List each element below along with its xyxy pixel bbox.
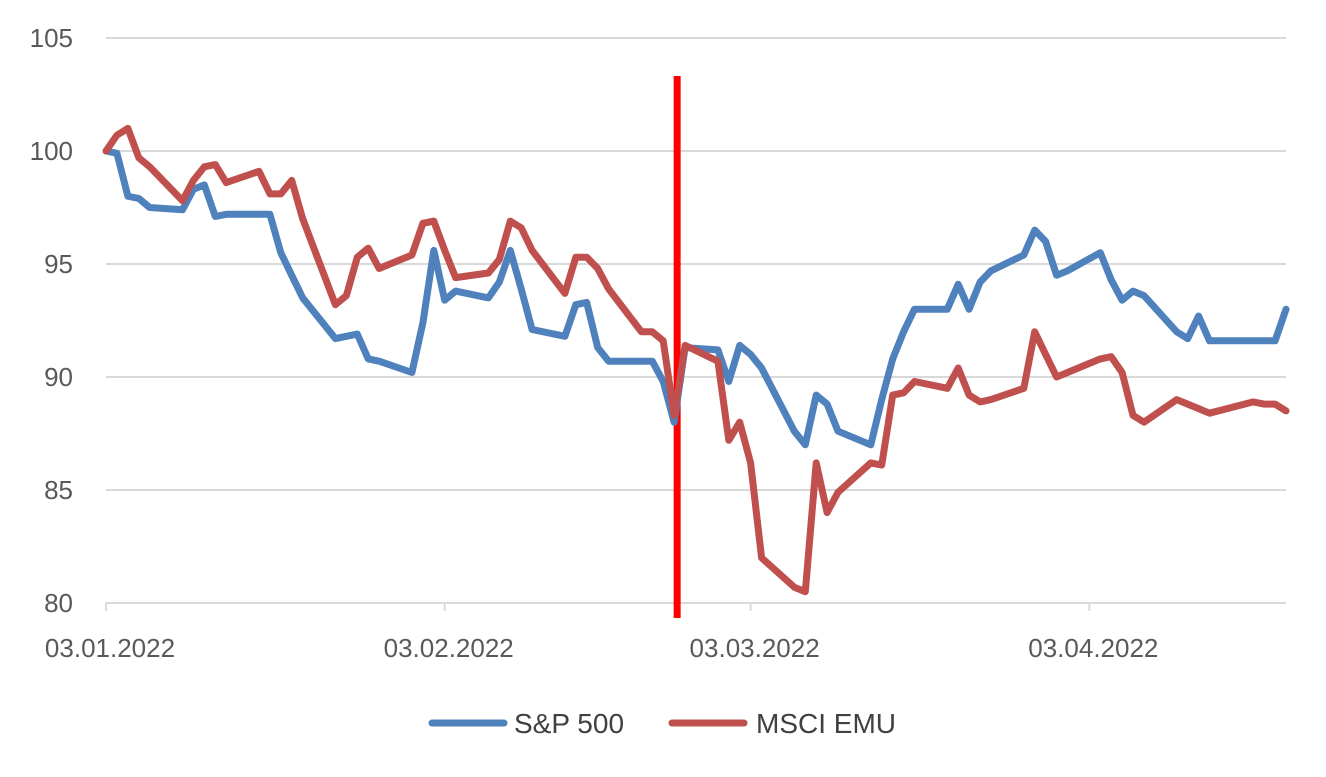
- y-tick-label-85: 85: [44, 475, 73, 505]
- series-line-1: [102, 124, 1290, 596]
- x-axis: 03.01.2022 03.02.2022 03.03.2022 03.04.2022: [45, 602, 1286, 663]
- legend: S&P 500 MSCI EMU: [428, 708, 896, 739]
- plot-area: [102, 124, 1290, 596]
- y-axis: 80 85 90 95 100 105: [30, 23, 73, 618]
- x-tick-label-1: 03.02.2022: [384, 633, 514, 663]
- y-tick-label-80: 80: [44, 588, 73, 618]
- y-tick-label-100: 100: [30, 136, 73, 166]
- x-tick-label-2: 03.03.2022: [690, 633, 820, 663]
- x-tick-label-0: 03.01.2022: [45, 633, 175, 663]
- y-tick-label-105: 105: [30, 23, 73, 53]
- legend-label-0: S&P 500: [514, 708, 624, 739]
- series-line-0: [102, 147, 1290, 449]
- y-tick-label-95: 95: [44, 249, 73, 279]
- legend-label-1: MSCI EMU: [756, 708, 896, 739]
- grid: [106, 37, 1286, 491]
- y-tick-label-90: 90: [44, 362, 73, 392]
- x-tick-label-3: 03.04.2022: [1028, 633, 1158, 663]
